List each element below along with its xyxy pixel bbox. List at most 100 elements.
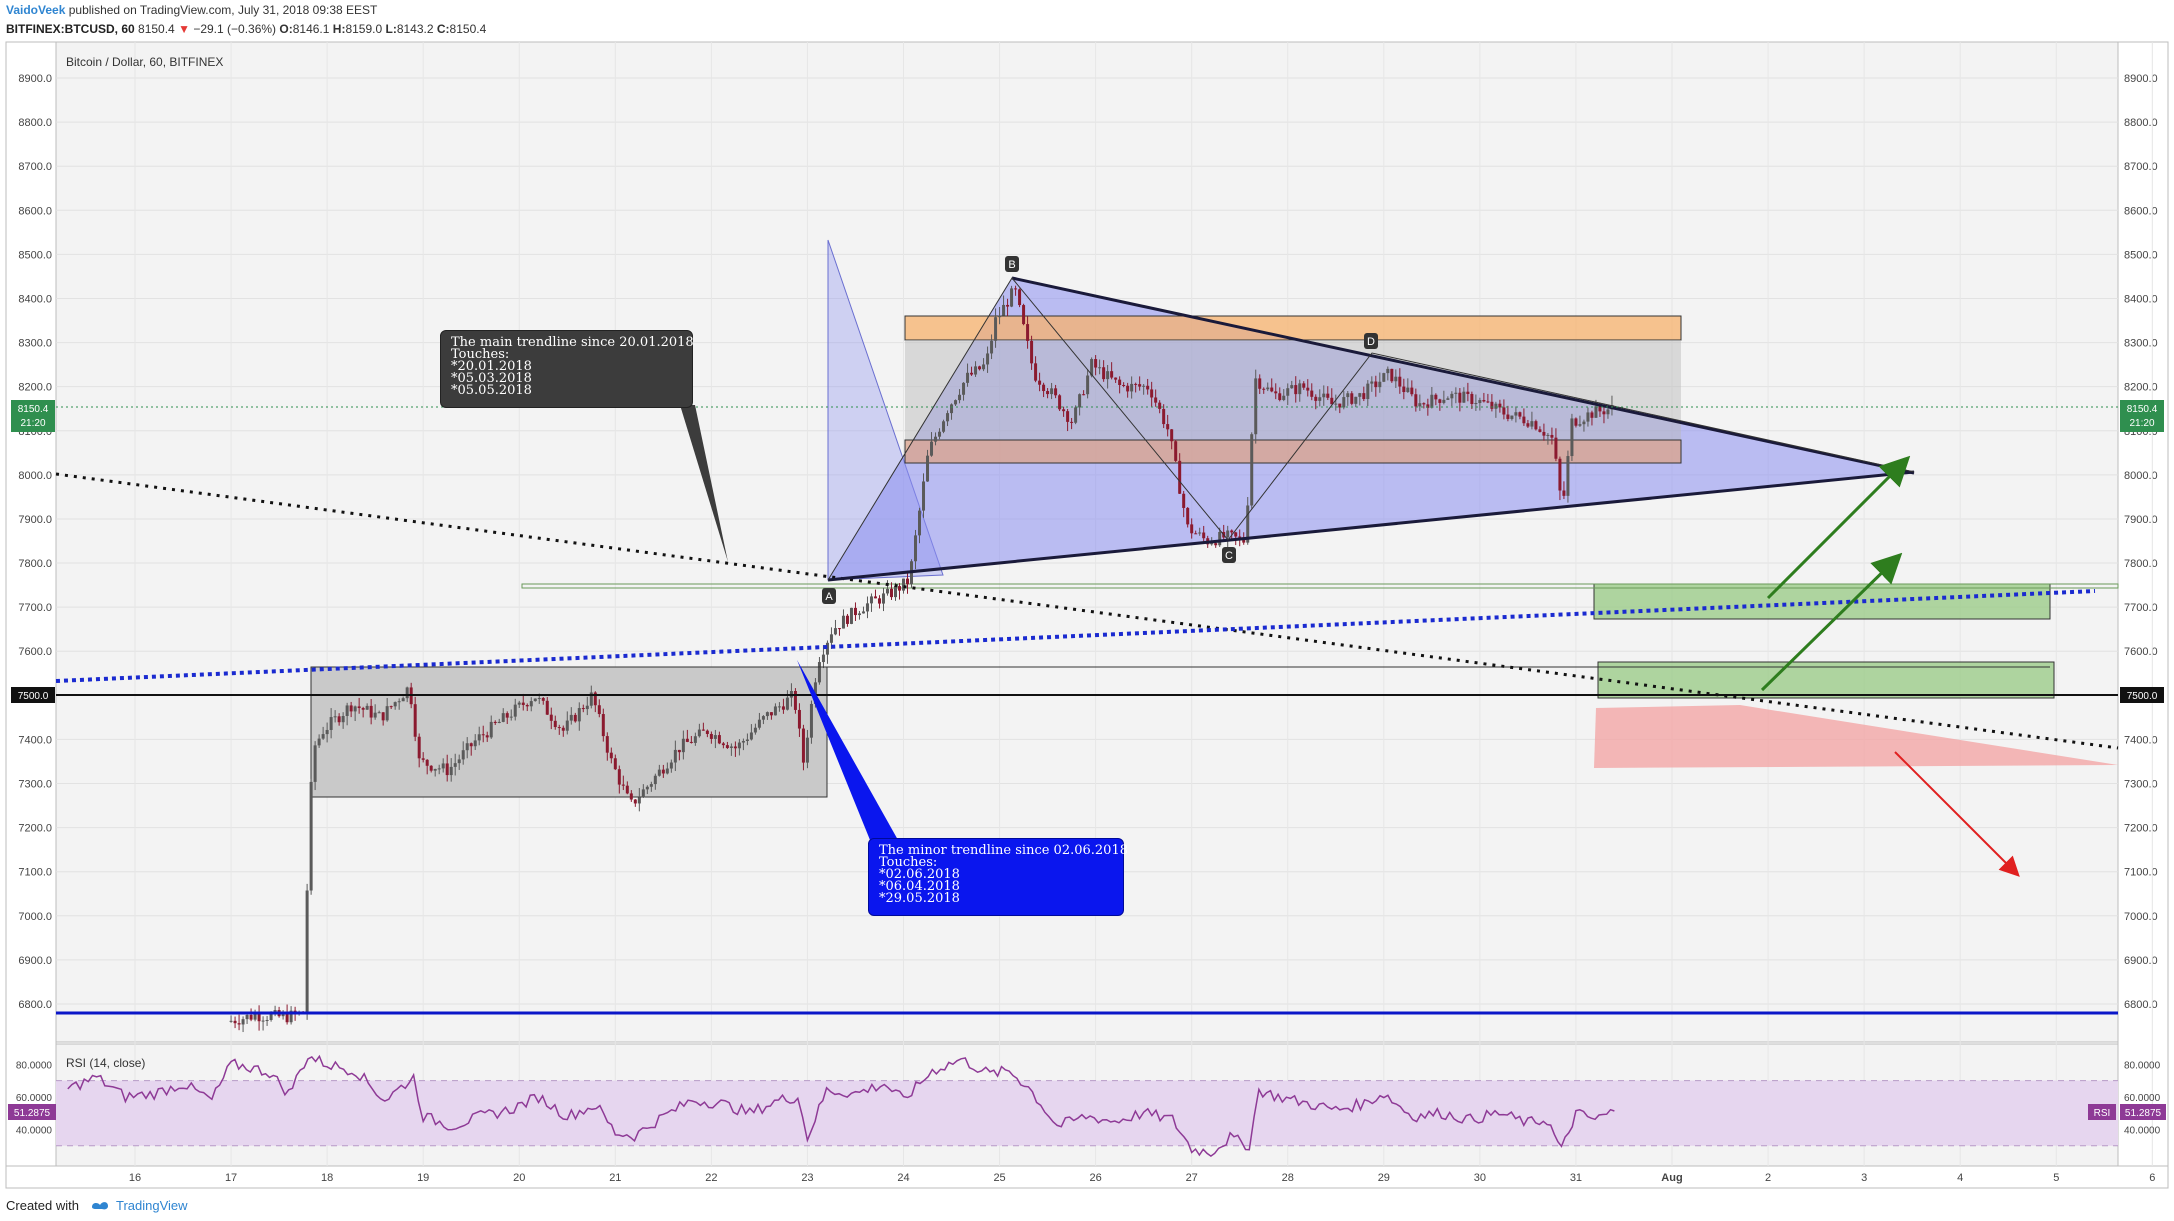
candle-body [1438, 399, 1442, 403]
candle-body [569, 714, 573, 721]
right-level-text: 7500.0 [2127, 691, 2158, 702]
left-rsi-tag [8, 1104, 56, 1120]
minor-trendline-note[interactable]: The minor trendline since 02.06.2018 Tou… [868, 838, 1128, 916]
candle-body [661, 769, 665, 774]
bearish-projection-zone[interactable] [1594, 705, 2118, 768]
right-price-tick-label: 8700.0 [2124, 161, 2158, 173]
candle-body [725, 745, 729, 748]
candle-body [1566, 456, 1570, 496]
candle-body [473, 740, 477, 747]
candle-body [1358, 393, 1362, 397]
candle-body [893, 586, 897, 598]
tradingview-link[interactable]: TradingView [116, 1198, 188, 1213]
candle-body [1426, 404, 1430, 408]
upper-green-zone[interactable] [1593, 583, 2051, 620]
right-price-axis[interactable] [2117, 41, 2169, 1167]
candle-body [389, 706, 393, 708]
candle-body [537, 698, 541, 700]
candle-body [697, 729, 701, 737]
left-price-tick-label: 8000.0 [18, 470, 52, 482]
candle-body [1014, 288, 1018, 290]
support-zone[interactable] [904, 439, 1682, 464]
bearish-arrow[interactable] [1894, 751, 2020, 877]
candle-body [1534, 421, 1538, 430]
candle-body [549, 714, 553, 721]
candle-body [950, 404, 954, 414]
candle-body [1286, 388, 1290, 396]
candle-body [781, 706, 785, 710]
candle-body [641, 789, 645, 798]
footer: Created with TradingView [0, 1190, 2174, 1221]
time-axis[interactable] [5, 1165, 2169, 1189]
time-tick-label: 22 [705, 1172, 717, 1184]
tradingview-logo-icon[interactable] [90, 1196, 110, 1212]
candle-body [737, 742, 741, 749]
bullish-arrow-2[interactable] [1760, 552, 1903, 692]
candle-body [321, 734, 325, 739]
high-value: 8159.0 [345, 22, 383, 36]
candle-body [1510, 415, 1514, 419]
left-price-tick-label: 8400.0 [18, 293, 52, 305]
point-c-marker[interactable] [1222, 547, 1236, 563]
candle-body [681, 738, 685, 753]
candle-body [1170, 429, 1174, 442]
candle-body [857, 613, 861, 616]
candle-body [970, 372, 974, 375]
abcd-pattern-line[interactable] [827, 277, 1915, 581]
orange-resistance-zone[interactable] [904, 315, 1682, 341]
candle-body [833, 628, 837, 635]
note-line: *20.01.2018 [451, 359, 532, 374]
candle-body [1266, 387, 1270, 390]
lower-green-zone[interactable] [1597, 661, 2055, 699]
time-tick-label: 21 [609, 1172, 621, 1184]
candle-body [938, 431, 942, 437]
triangle-lower-edge[interactable] [827, 470, 1915, 582]
candle-body [637, 797, 641, 804]
triangle-upper-edge[interactable] [1011, 276, 1915, 475]
candle-body [1562, 490, 1566, 496]
candle-body [797, 709, 801, 729]
time-tick-label: 25 [993, 1172, 1005, 1184]
point-b-marker[interactable] [1005, 256, 1019, 272]
range-box[interactable] [905, 340, 1681, 440]
candle-body [1402, 386, 1406, 393]
candle-body [1250, 434, 1254, 506]
left-price-tick-label: 8800.0 [18, 117, 52, 129]
left-last-price-text: 8150.4 [18, 404, 49, 415]
candle-body [665, 768, 669, 774]
point-a-label: A [825, 591, 833, 603]
time-tick-label: 17 [225, 1172, 237, 1184]
candle-body [1330, 397, 1334, 405]
candle-body [881, 593, 885, 604]
author-link[interactable]: VaidoVeek [6, 3, 66, 17]
candle-body [1182, 493, 1186, 508]
candle-body [597, 705, 601, 715]
consolidation-box[interactable] [310, 666, 828, 798]
candle-body [1142, 385, 1146, 387]
level-7750-line[interactable] [521, 583, 2119, 589]
candle-body [269, 1013, 273, 1020]
point-d-marker[interactable] [1364, 333, 1378, 349]
symbol-label: BITFINEX:BTCUSD, 60 [6, 22, 135, 36]
candle-body [573, 714, 577, 722]
point-a-marker[interactable] [822, 588, 836, 604]
candle-body [669, 762, 673, 769]
candle-body [1126, 385, 1130, 392]
triangle-pattern[interactable] [828, 278, 1910, 580]
bullish-arrow-1[interactable] [1766, 455, 1911, 600]
candle-body [1446, 398, 1450, 400]
left-rsi-tick-label: 40.0000 [16, 1125, 53, 1136]
candle-body [477, 734, 481, 741]
right-rsi-label-tag [2088, 1104, 2116, 1120]
candle-body [469, 743, 473, 747]
candle-body [889, 588, 893, 598]
left-price-tick-label: 7100.0 [18, 867, 52, 879]
left-price-axis[interactable] [5, 41, 57, 1167]
candle-body [773, 706, 777, 716]
price-chart[interactable]: 6800.0 6800.0 6900.0 6900.0 7000.0 7000.0 7100… [0, 40, 2174, 1190]
main-trendline-note[interactable]: The main trendline since 20.01.2018 Touc… [440, 330, 694, 408]
candle-body [1606, 409, 1610, 415]
candle-body [861, 611, 865, 614]
candle-body [837, 628, 841, 630]
candle-body [1194, 533, 1198, 535]
